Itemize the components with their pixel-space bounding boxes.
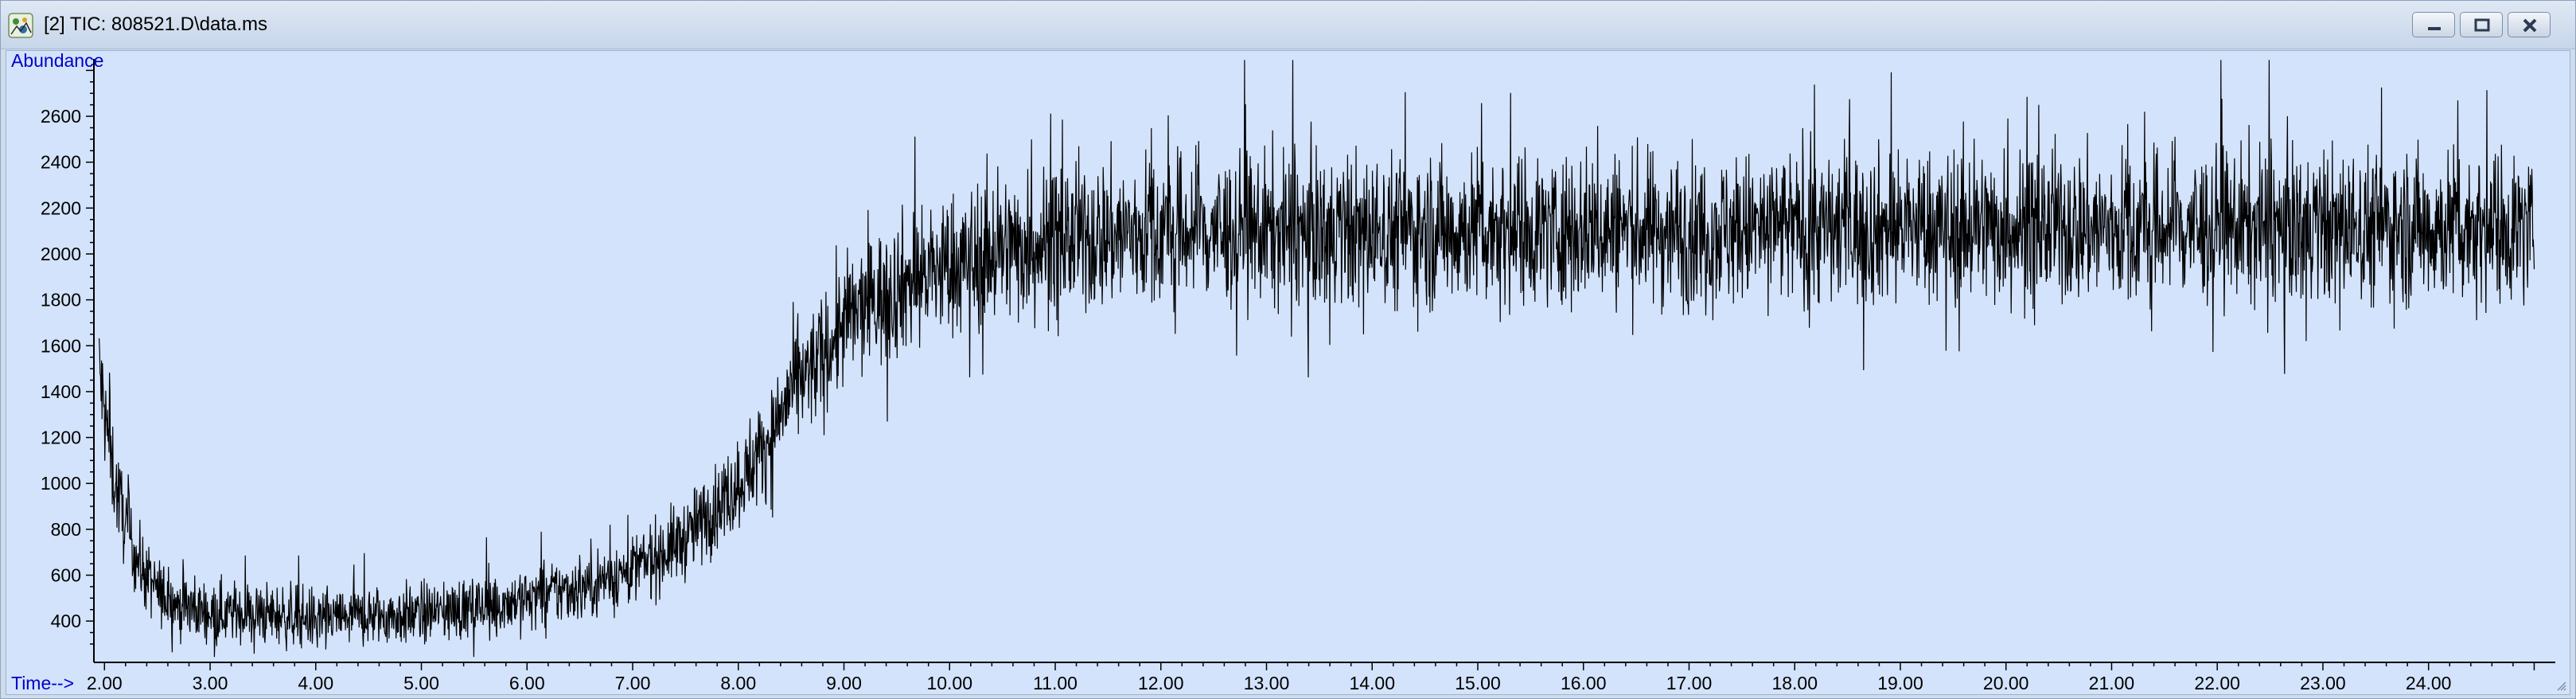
tic-chart[interactable]: 400 600 800 1000 1200 1400 1600 1800 2000 2200 240… [6, 51, 2570, 694]
x-tick-label: 20.00 [1983, 673, 2029, 693]
trace-layer [99, 60, 2535, 658]
tic-trace-line [99, 60, 2535, 658]
plot-area[interactable]: 400 600 800 1000 1200 1400 1600 1800 2000 2200 240… [6, 50, 2570, 695]
restore-button[interactable] [2460, 12, 2503, 37]
x-tick-label: 3.00 [193, 673, 228, 693]
y-tick-label: 2000 [41, 244, 81, 264]
x-axis-label: Time--> [11, 673, 74, 693]
y-tick-label: 2400 [41, 152, 81, 173]
x-tick-label: 21.00 [2089, 673, 2135, 693]
axis-layer: 400 600 800 1000 1200 1400 1600 1800 2000 2200 240… [11, 51, 2555, 693]
y-tick-label: 800 [51, 519, 81, 540]
x-tick-label: 12.00 [1138, 673, 1184, 693]
x-tick-label: 6.00 [509, 673, 545, 693]
y-tick-label: 1800 [41, 290, 81, 310]
x-tick-label: 18.00 [1771, 673, 1818, 693]
x-tick-label: 16.00 [1561, 673, 1607, 693]
minimize-icon [2428, 27, 2441, 30]
restore-icon [2474, 18, 2490, 32]
x-tick-label: 19.00 [1877, 673, 1923, 693]
x-tick-label: 13.00 [1244, 673, 1290, 693]
x-tick-label: 5.00 [403, 673, 439, 693]
y-tick-label: 2200 [41, 197, 81, 218]
x-tick-label: 11.00 [1033, 673, 1078, 693]
x-tick-label: 24.00 [2406, 673, 2452, 693]
y-axis-label: Abundance [11, 51, 103, 71]
x-tick-label: 15.00 [1455, 673, 1501, 693]
window-title: [2] TIC: 808521.D\data.ms [44, 14, 268, 35]
y-tick-label: 2600 [41, 106, 81, 127]
x-tick-label: 22.00 [2194, 673, 2240, 693]
x-tick-label: 8.00 [720, 673, 756, 693]
minimize-button[interactable] [2412, 12, 2455, 37]
x-tick-label: 17.00 [1666, 673, 1713, 693]
resize-grip-icon[interactable] [2555, 680, 2566, 691]
x-tick-label: 23.00 [2300, 673, 2346, 693]
close-icon [2523, 18, 2537, 33]
y-tick-label: 400 [51, 611, 81, 631]
x-tick-label: 7.00 [615, 673, 651, 693]
chromatogram-app-icon [8, 13, 33, 38]
x-tick-label: 10.00 [926, 673, 972, 693]
title-bar[interactable]: [2] TIC: 808521.D\data.ms [1, 1, 2575, 49]
y-tick-label: 1600 [41, 335, 81, 356]
x-tick-label: 4.00 [298, 673, 333, 693]
x-tick-label: 14.00 [1349, 673, 1395, 693]
y-tick-label: 600 [51, 564, 81, 585]
y-tick-label: 1200 [41, 428, 81, 448]
x-tick-label: 2.00 [87, 673, 123, 693]
close-button[interactable] [2508, 12, 2551, 37]
x-tick-label: 9.00 [826, 673, 862, 693]
y-tick-label: 1000 [41, 473, 81, 494]
y-tick-label: 1400 [41, 381, 81, 402]
